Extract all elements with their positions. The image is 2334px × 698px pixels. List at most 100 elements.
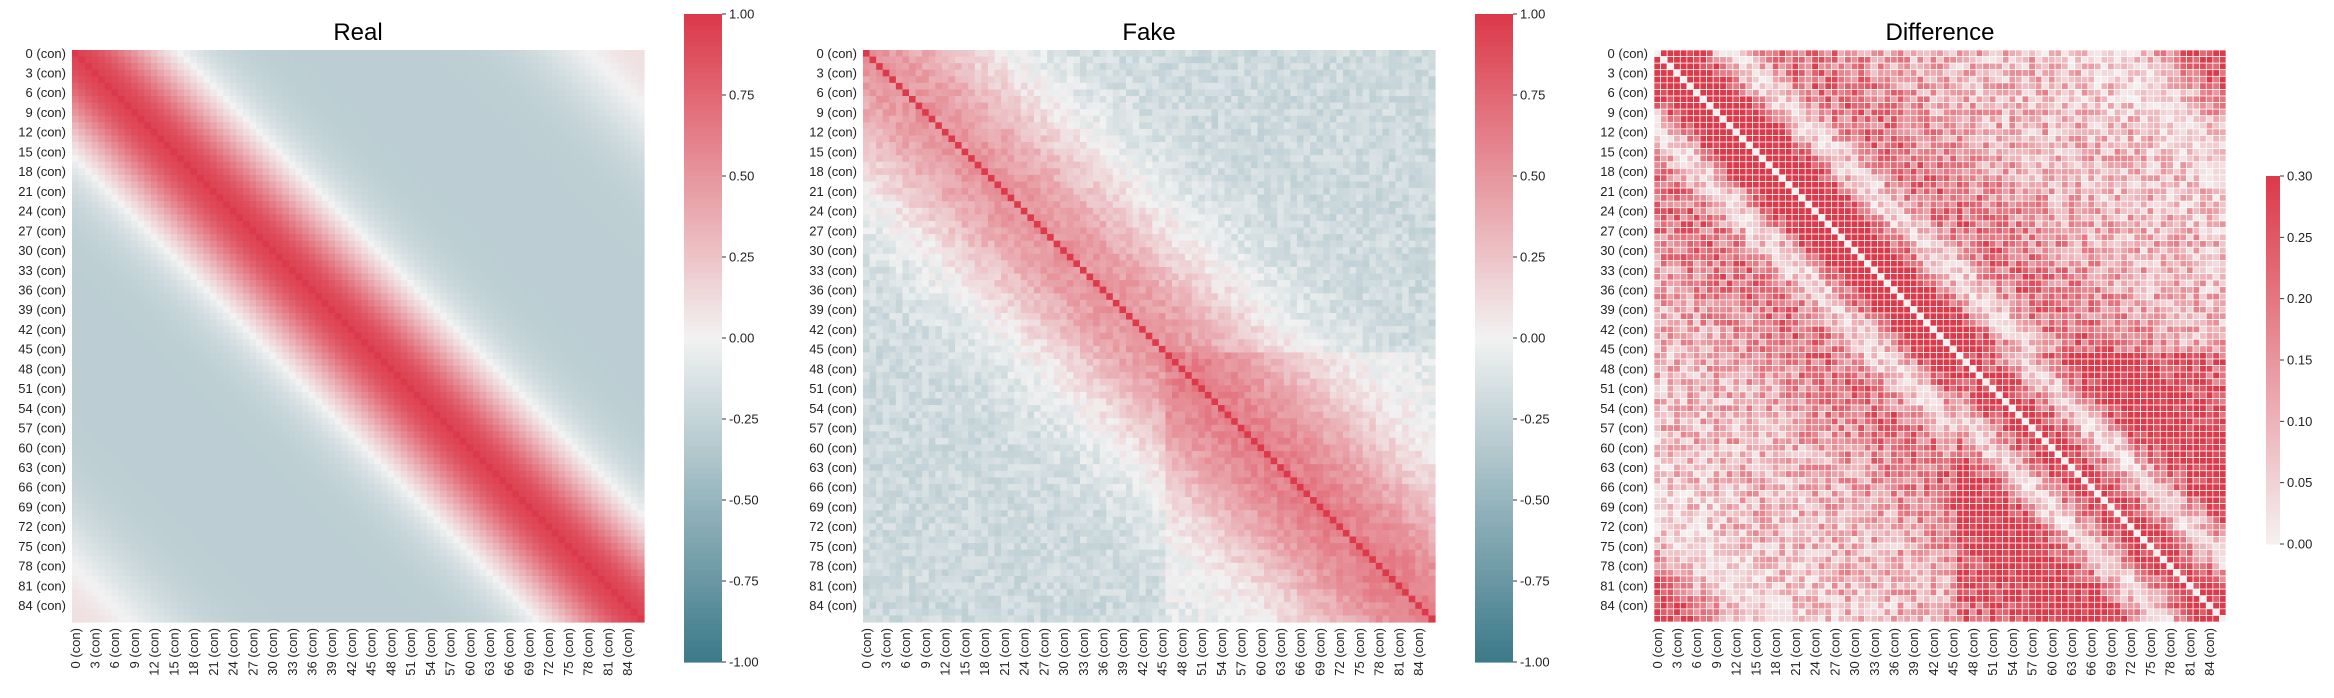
heatmap-cell (499, 148, 507, 156)
heatmap-cell (538, 247, 546, 255)
heatmap-cell (473, 128, 481, 137)
heatmap-cell (394, 339, 402, 347)
heatmap-cell (637, 128, 645, 137)
heatmap-cell (98, 214, 106, 222)
heatmap-cell (348, 385, 356, 393)
heatmap-cell (427, 352, 435, 360)
heatmap-cell (118, 339, 126, 347)
heatmap-cell (72, 69, 80, 77)
heatmap-cell (394, 148, 402, 156)
heatmap-cell (578, 128, 586, 137)
heatmap-cell (216, 345, 224, 354)
heatmap-cell (196, 82, 205, 91)
heatmap-cell (190, 391, 198, 400)
heatmap-cell (72, 109, 80, 117)
heatmap-cell (427, 174, 435, 183)
heatmap-cell (348, 339, 356, 347)
heatmap-cell (256, 293, 264, 301)
heatmap-cell (196, 207, 205, 215)
heatmap-cell (203, 109, 211, 117)
heatmap-cell (367, 398, 376, 406)
heatmap-cell (413, 122, 422, 130)
heatmap-cell (131, 260, 139, 268)
heatmap-cell (407, 207, 415, 215)
heatmap-cell (591, 128, 599, 137)
heatmap-cell (137, 253, 145, 261)
heatmap-cell (315, 306, 323, 314)
heatmap-cell (440, 220, 448, 229)
heatmap-cell (611, 365, 619, 373)
heatmap-cell (381, 135, 389, 143)
heatmap-cell (262, 411, 270, 419)
heatmap-cell (512, 240, 520, 248)
heatmap-cell (367, 207, 376, 215)
heatmap-cell (532, 280, 540, 288)
heatmap-cell (308, 76, 316, 84)
heatmap-cell (334, 247, 343, 255)
heatmap-cell (440, 102, 448, 110)
heatmap-cell (210, 352, 218, 360)
heatmap-cell (453, 253, 461, 261)
heatmap-cell (144, 391, 152, 400)
heatmap-cell (348, 194, 356, 202)
heatmap-cell (427, 76, 435, 84)
heatmap-cell (170, 181, 178, 189)
heatmap-cell (367, 96, 376, 104)
heatmap-cell (578, 142, 586, 150)
heatmap-cell (551, 135, 560, 143)
heatmap-cell (400, 365, 408, 373)
heatmap-cell (394, 280, 402, 288)
heatmap-cell (249, 227, 257, 235)
heatmap-cell (466, 89, 474, 97)
heatmap-cell (361, 102, 369, 110)
heatmap-cell (637, 240, 645, 248)
heatmap-cell (131, 326, 139, 334)
heatmap-cell (341, 299, 349, 308)
heatmap-cell (492, 247, 500, 255)
heatmap-cell (525, 253, 533, 261)
heatmap-cell (617, 234, 625, 242)
heatmap-cell (236, 286, 244, 294)
heatmap-cell (229, 352, 237, 360)
heatmap-cell (242, 365, 251, 373)
heatmap-cell (446, 207, 454, 215)
heatmap-cell (459, 56, 468, 64)
heatmap-cell (466, 201, 474, 209)
heatmap-cell (519, 253, 527, 261)
heatmap-cell (98, 135, 106, 143)
heatmap-cell (150, 286, 159, 294)
heatmap-cell (295, 69, 303, 77)
heatmap-cell (545, 332, 553, 340)
heatmap-cell (473, 359, 481, 367)
heatmap-cell (249, 319, 257, 327)
heatmap-cell (407, 50, 415, 58)
heatmap-cell (492, 319, 500, 327)
heatmap-cell (302, 207, 310, 215)
heatmap-cell (466, 50, 474, 58)
heatmap-cell (85, 306, 93, 314)
heatmap-cell (492, 128, 500, 137)
heatmap-cell (361, 128, 369, 137)
heatmap-cell (269, 63, 277, 71)
heatmap-cell (597, 391, 606, 400)
heatmap-cell (624, 207, 632, 215)
heatmap-cell (361, 378, 369, 386)
heatmap-cell (611, 326, 619, 334)
heatmap-cell (282, 102, 290, 110)
heatmap-cell (170, 50, 178, 58)
heatmap-cell (124, 345, 132, 354)
heatmap-cell (164, 424, 172, 432)
heatmap-cell (111, 214, 119, 222)
heatmap-cell (354, 299, 362, 308)
heatmap-cell (611, 115, 619, 123)
heatmap-cell (479, 359, 487, 367)
heatmap-cell (124, 365, 132, 373)
heatmap-cell (328, 418, 336, 426)
heatmap-cell (118, 96, 126, 104)
heatmap-cell (177, 326, 185, 334)
heatmap-cell (249, 201, 257, 209)
heatmap-cell (269, 253, 277, 261)
heatmap-cell (196, 227, 205, 235)
heatmap-cell (604, 174, 612, 183)
heatmap-cell (427, 82, 435, 91)
